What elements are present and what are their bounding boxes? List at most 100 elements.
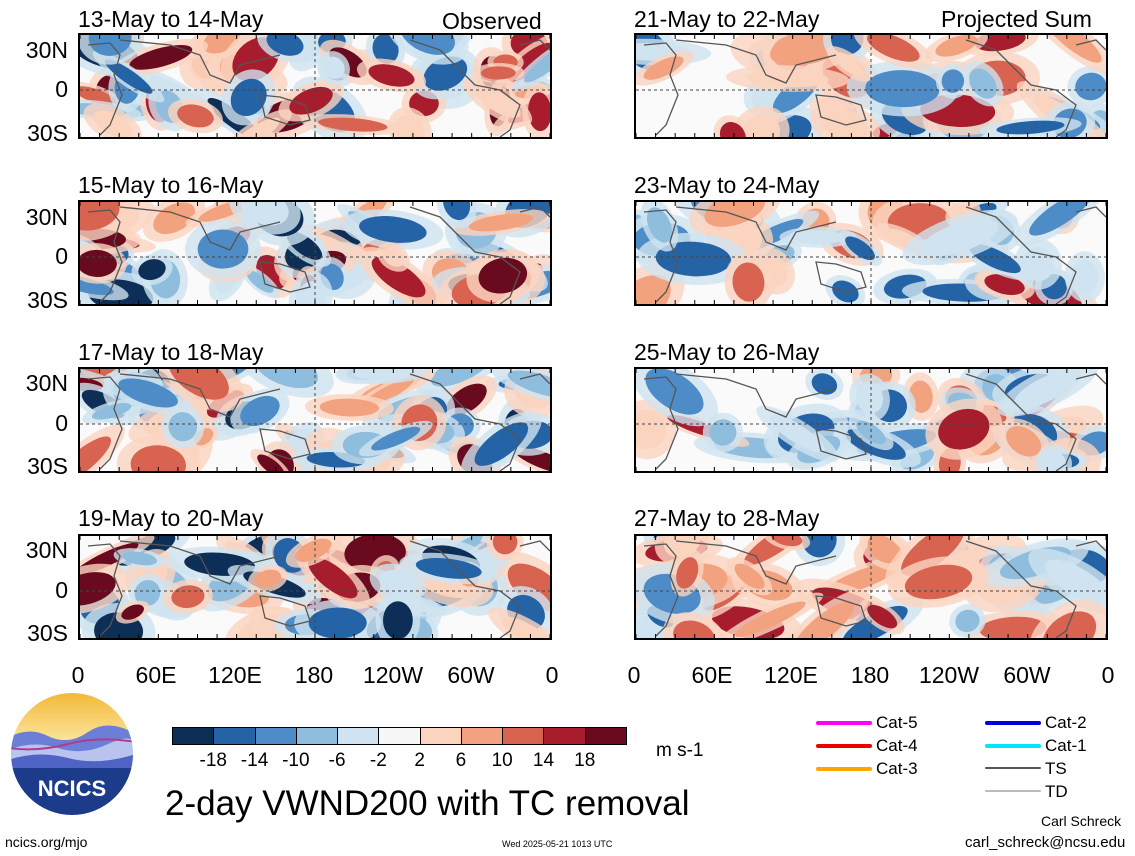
coastline (87, 376, 123, 470)
anomaly-blob (368, 64, 415, 87)
anomaly-blob (655, 241, 732, 277)
anomaly-blob (88, 35, 132, 56)
anomaly-blob (834, 52, 864, 76)
anomaly-blob (867, 536, 901, 564)
lat-label: 0 (55, 577, 68, 603)
panel-title: 23-May to 24-May (634, 172, 820, 198)
coastline (409, 39, 521, 137)
colorbar-unit: m s-1 (656, 740, 704, 761)
colorbar-swatch (543, 727, 586, 745)
map-panel-8 (634, 534, 1108, 640)
anomaly-blob (240, 202, 289, 226)
anomaly-blob (636, 409, 667, 450)
anomaly-blob (395, 114, 425, 137)
anomaly-blob (308, 557, 358, 599)
panel-title: 27-May to 28-May (634, 505, 820, 531)
colorbar-swatch (460, 727, 504, 745)
anomaly-blob (709, 419, 737, 446)
legend-line (985, 744, 1041, 748)
lon-label: 180 (850, 662, 890, 688)
anomaly-blob (969, 68, 997, 99)
anomaly-blob (941, 69, 965, 93)
anomaly-blob (289, 86, 333, 115)
lat-label: 30S (27, 620, 68, 646)
anomaly-blob (168, 369, 229, 400)
anomaly-blob (646, 207, 672, 243)
anomaly-blob (474, 85, 521, 118)
panel-title: 17-May to 18-May (78, 339, 264, 365)
legend-label: TS (1045, 759, 1067, 778)
coastline (259, 94, 311, 126)
footer-link[interactable]: ncics.org/mjo (5, 834, 88, 850)
colorbar-label: -2 (369, 750, 387, 771)
anomaly-blob (138, 259, 166, 281)
legend-line (985, 721, 1041, 725)
coastline (259, 595, 311, 627)
anomaly-blob (996, 120, 1065, 135)
anomaly-blob (719, 122, 746, 137)
anomaly-blob (867, 604, 898, 629)
logo-text: NCICS (38, 776, 106, 801)
colorbar-label: -6 (328, 750, 346, 771)
coastline (119, 39, 281, 84)
anomaly-blob (254, 569, 282, 588)
anomaly-blob (359, 216, 427, 243)
colorbar-swatch (378, 727, 421, 745)
coastline (675, 206, 837, 251)
anomaly-blob (746, 69, 829, 88)
anomaly-field (80, 35, 550, 137)
legend-label: Cat-2 (1045, 713, 1087, 732)
anomaly-blob (295, 281, 326, 304)
footer-email[interactable]: carl_schreck@ncsu.edu (965, 834, 1126, 851)
anomaly-blob (240, 395, 280, 427)
map-panel-6 (634, 200, 1108, 306)
anomaly-blob (645, 369, 704, 415)
coastline (815, 261, 867, 293)
legend-line (816, 721, 872, 725)
anomaly-blob (129, 45, 193, 70)
panel-title: 15-May to 16-May (78, 172, 264, 198)
coastline (259, 261, 311, 293)
colorbar-swatch (584, 727, 627, 745)
anomaly-blob (257, 454, 285, 471)
coastline (119, 206, 281, 251)
anomaly-blob (793, 601, 855, 638)
map-panel-4 (78, 534, 552, 640)
anomaly-blob (371, 426, 421, 451)
legend-label: Cat-1 (1045, 736, 1087, 755)
lon-label: 120E (208, 662, 262, 688)
anomaly-field (80, 202, 550, 304)
anomaly-blob (856, 420, 887, 445)
colorbar-swatch (172, 727, 215, 745)
observed-label: Observed (442, 8, 542, 34)
anomaly-blob (80, 436, 111, 471)
anomaly-blob (443, 202, 471, 221)
lat-label: 30N (25, 204, 68, 230)
map-panel-7 (634, 367, 1108, 473)
anomaly-blob (468, 213, 534, 232)
anomaly-blob (118, 378, 178, 408)
coastline (965, 373, 1077, 471)
anomaly-field (80, 536, 550, 638)
lon-label: 0 (627, 662, 641, 688)
coastline (119, 373, 281, 418)
coastline (643, 543, 679, 637)
anomaly-blob (741, 114, 780, 137)
anomaly-blob (1006, 426, 1042, 457)
ncics-logo: NCICS (8, 690, 136, 818)
anomaly-blob (80, 202, 120, 231)
anomaly-blob (792, 230, 845, 245)
anomaly-blob (979, 616, 1047, 638)
map-panel-5 (634, 33, 1108, 139)
anomaly-blob (507, 563, 550, 612)
colorbar-swatch (295, 727, 339, 745)
anomaly-blob (938, 408, 990, 450)
coastline (965, 39, 1077, 137)
panel-title: 25-May to 26-May (634, 339, 820, 365)
lat-label: 0 (55, 410, 68, 436)
anomaly-blob (93, 110, 132, 137)
anomaly-blob (676, 557, 699, 589)
lat-label: 0 (55, 76, 68, 102)
main-title: 2-day VWND200 with TC removal (165, 784, 690, 823)
anomaly-field (636, 536, 1106, 638)
